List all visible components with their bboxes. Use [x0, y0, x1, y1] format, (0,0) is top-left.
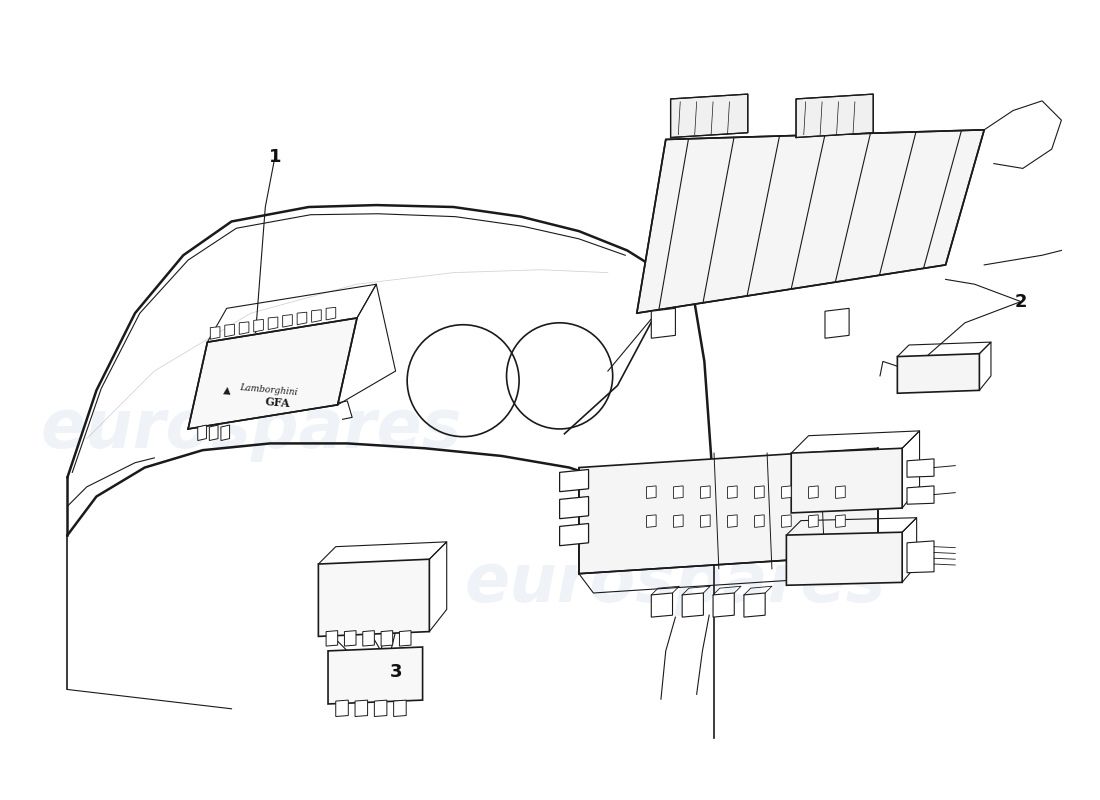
Polygon shape — [682, 593, 703, 617]
Polygon shape — [560, 470, 588, 492]
Polygon shape — [283, 314, 293, 327]
Polygon shape — [782, 515, 791, 527]
Polygon shape — [744, 593, 766, 617]
Polygon shape — [363, 630, 374, 646]
Text: eurospares: eurospares — [40, 396, 462, 462]
Polygon shape — [355, 700, 367, 717]
Polygon shape — [673, 515, 683, 527]
Polygon shape — [671, 94, 748, 138]
Polygon shape — [336, 700, 349, 717]
Polygon shape — [651, 593, 672, 617]
Polygon shape — [755, 515, 764, 527]
Polygon shape — [560, 523, 588, 546]
Polygon shape — [786, 532, 902, 586]
Polygon shape — [713, 593, 735, 617]
Polygon shape — [394, 700, 406, 717]
Polygon shape — [374, 700, 387, 717]
Text: eurospares: eurospares — [464, 550, 887, 616]
Polygon shape — [782, 486, 791, 498]
Polygon shape — [808, 515, 818, 527]
Polygon shape — [908, 541, 934, 573]
Polygon shape — [808, 486, 818, 498]
Polygon shape — [297, 312, 307, 325]
Text: 2: 2 — [1014, 293, 1027, 310]
Polygon shape — [254, 319, 263, 332]
Polygon shape — [791, 448, 902, 513]
Polygon shape — [210, 326, 220, 339]
Polygon shape — [311, 310, 321, 322]
Polygon shape — [825, 308, 849, 338]
Polygon shape — [755, 486, 764, 498]
Polygon shape — [727, 486, 737, 498]
Polygon shape — [637, 130, 984, 313]
Polygon shape — [224, 324, 234, 337]
Polygon shape — [836, 486, 845, 498]
Polygon shape — [328, 647, 422, 704]
Polygon shape — [326, 630, 338, 646]
Text: GFA: GFA — [265, 396, 292, 410]
Polygon shape — [796, 94, 873, 138]
Polygon shape — [727, 515, 737, 527]
Polygon shape — [188, 318, 358, 429]
Polygon shape — [647, 486, 656, 498]
Polygon shape — [651, 308, 675, 338]
Polygon shape — [318, 559, 429, 637]
Polygon shape — [701, 515, 711, 527]
Polygon shape — [701, 486, 711, 498]
Polygon shape — [344, 630, 356, 646]
Polygon shape — [647, 515, 656, 527]
Polygon shape — [908, 459, 934, 477]
Polygon shape — [209, 425, 218, 441]
Polygon shape — [221, 425, 230, 441]
Polygon shape — [240, 322, 249, 334]
Polygon shape — [326, 307, 336, 320]
Text: ▲: ▲ — [222, 385, 231, 396]
Polygon shape — [673, 486, 683, 498]
Polygon shape — [381, 630, 393, 646]
Polygon shape — [399, 630, 411, 646]
Polygon shape — [198, 425, 207, 441]
Text: 3: 3 — [389, 663, 402, 681]
Polygon shape — [908, 486, 934, 504]
Polygon shape — [579, 448, 878, 574]
Polygon shape — [898, 354, 979, 394]
Polygon shape — [560, 497, 588, 518]
Text: Lamborghini: Lamborghini — [239, 383, 298, 398]
Text: 1: 1 — [268, 148, 282, 166]
Polygon shape — [836, 515, 845, 527]
Polygon shape — [268, 317, 278, 330]
